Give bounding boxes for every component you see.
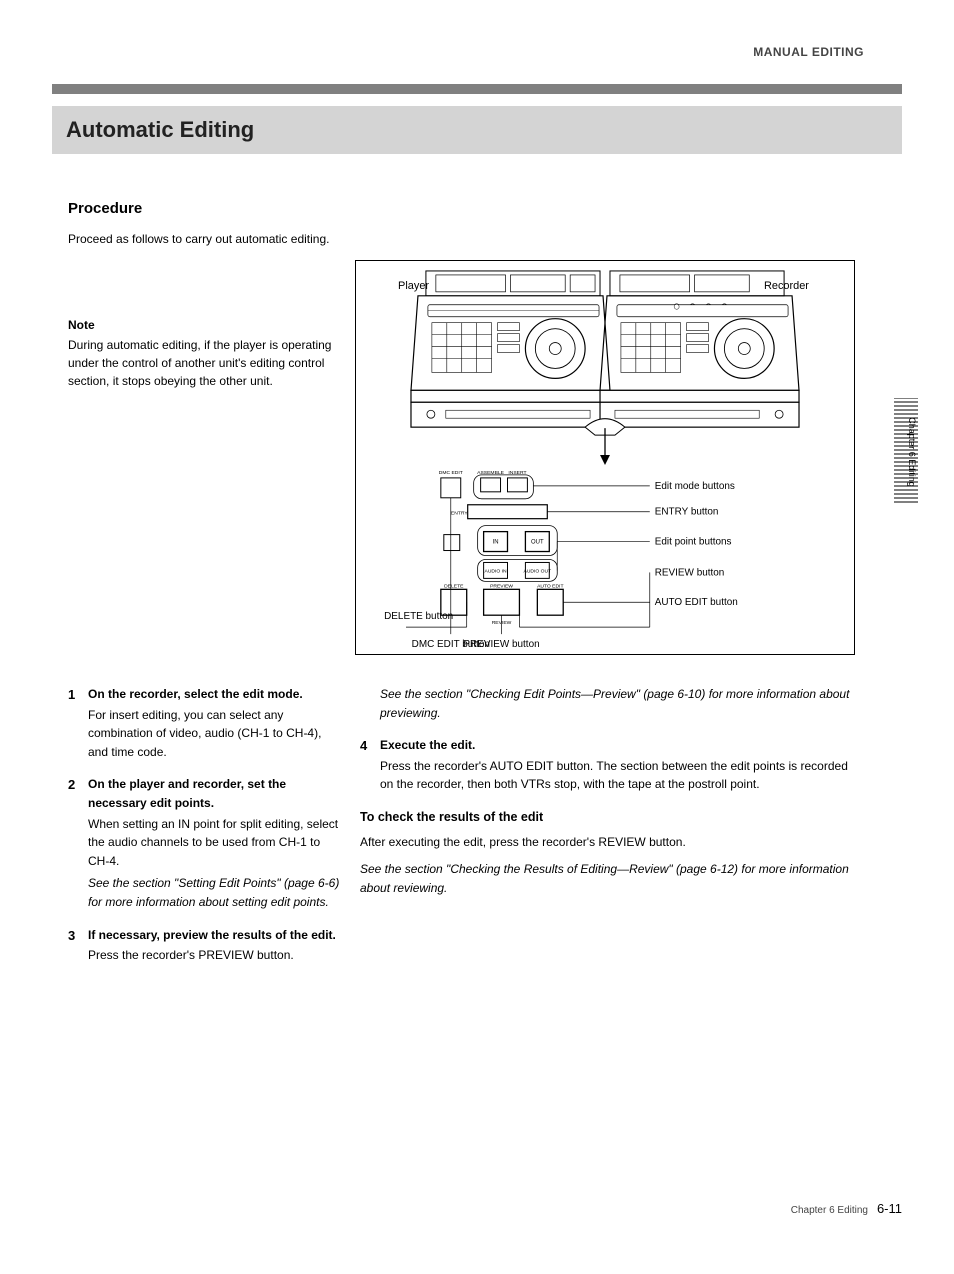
note-text: During automatic editing, if the player …: [68, 336, 338, 390]
review-ref: See the section "Checking the Results of…: [360, 860, 855, 897]
svg-text:ENTRY button: ENTRY button: [655, 507, 719, 518]
svg-text:Recorder: Recorder: [764, 280, 809, 292]
chapter-footer: Chapter 6 Editing: [791, 1205, 868, 1216]
svg-text:DMC EDIT: DMC EDIT: [439, 470, 463, 476]
svg-text:INSERT: INSERT: [508, 470, 526, 476]
steps-col1: 1 On the recorder, select the edit mode.…: [68, 685, 340, 979]
page-number: 6-11: [877, 1201, 902, 1216]
step-1: 1 On the recorder, select the edit mode.…: [68, 685, 340, 761]
svg-text:ASSEMBLE: ASSEMBLE: [477, 470, 504, 476]
svg-text:Chapter 6 Editing: Chapter 6 Editing: [907, 417, 917, 487]
page-header: MANUAL EDITING: [753, 45, 864, 59]
svg-text:REVIEW button: REVIEW button: [655, 567, 725, 578]
svg-text:ENTRY: ENTRY: [451, 511, 468, 517]
check-results-heading: To check the results of the edit: [360, 808, 855, 827]
step-3: 3 If necessary, preview the results of t…: [68, 926, 340, 965]
step-2: 2 On the player and recorder, set the ne…: [68, 775, 340, 911]
svg-text:AUDIO IN: AUDIO IN: [485, 568, 507, 574]
svg-text:PREVIEW button: PREVIEW button: [463, 639, 539, 650]
page-title: Automatic Editing: [66, 117, 254, 143]
svg-text:Edit mode buttons: Edit mode buttons: [655, 481, 735, 492]
title-band: Automatic Editing: [52, 106, 902, 154]
note-block: Note During automatic editing, if the pl…: [68, 318, 338, 390]
preview-ref: See the section "Checking Edit Points—Pr…: [380, 685, 855, 722]
svg-text:AUTO EDIT button: AUTO EDIT button: [655, 597, 738, 608]
device-diagram: Player Recorder ASSEMBLE INSERT DMC EDIT…: [355, 260, 855, 655]
check-text: After executing the edit, press the reco…: [360, 833, 855, 852]
svg-text:OUT: OUT: [531, 540, 544, 546]
side-tab: Chapter 6 Editing: [891, 398, 921, 506]
svg-text:AUDIO OUT: AUDIO OUT: [524, 568, 552, 574]
svg-text:Player: Player: [398, 280, 429, 292]
intro-text: Proceed as follows to carry out automati…: [68, 230, 338, 248]
header-bar: [52, 84, 902, 94]
svg-text:IN: IN: [493, 540, 499, 546]
note-label: Note: [68, 318, 338, 332]
svg-text:Edit point buttons: Edit point buttons: [655, 537, 732, 548]
device-recorder: [600, 271, 799, 427]
section-label: Procedure: [68, 200, 142, 217]
svg-text:PREVIEW: PREVIEW: [490, 583, 513, 589]
svg-text:DELETE: DELETE: [444, 583, 464, 589]
control-panel-detail: ASSEMBLE INSERT DMC EDIT ENTRY IN OUT AU…: [384, 470, 738, 650]
step-4: 4 Execute the edit. Press the recorder's…: [360, 736, 855, 794]
steps-col2: See the section "Checking Edit Points—Pr…: [360, 685, 855, 897]
device-player: [411, 271, 610, 427]
svg-text:DELETE button: DELETE button: [384, 611, 453, 622]
svg-text:AUTO EDIT: AUTO EDIT: [537, 583, 563, 589]
